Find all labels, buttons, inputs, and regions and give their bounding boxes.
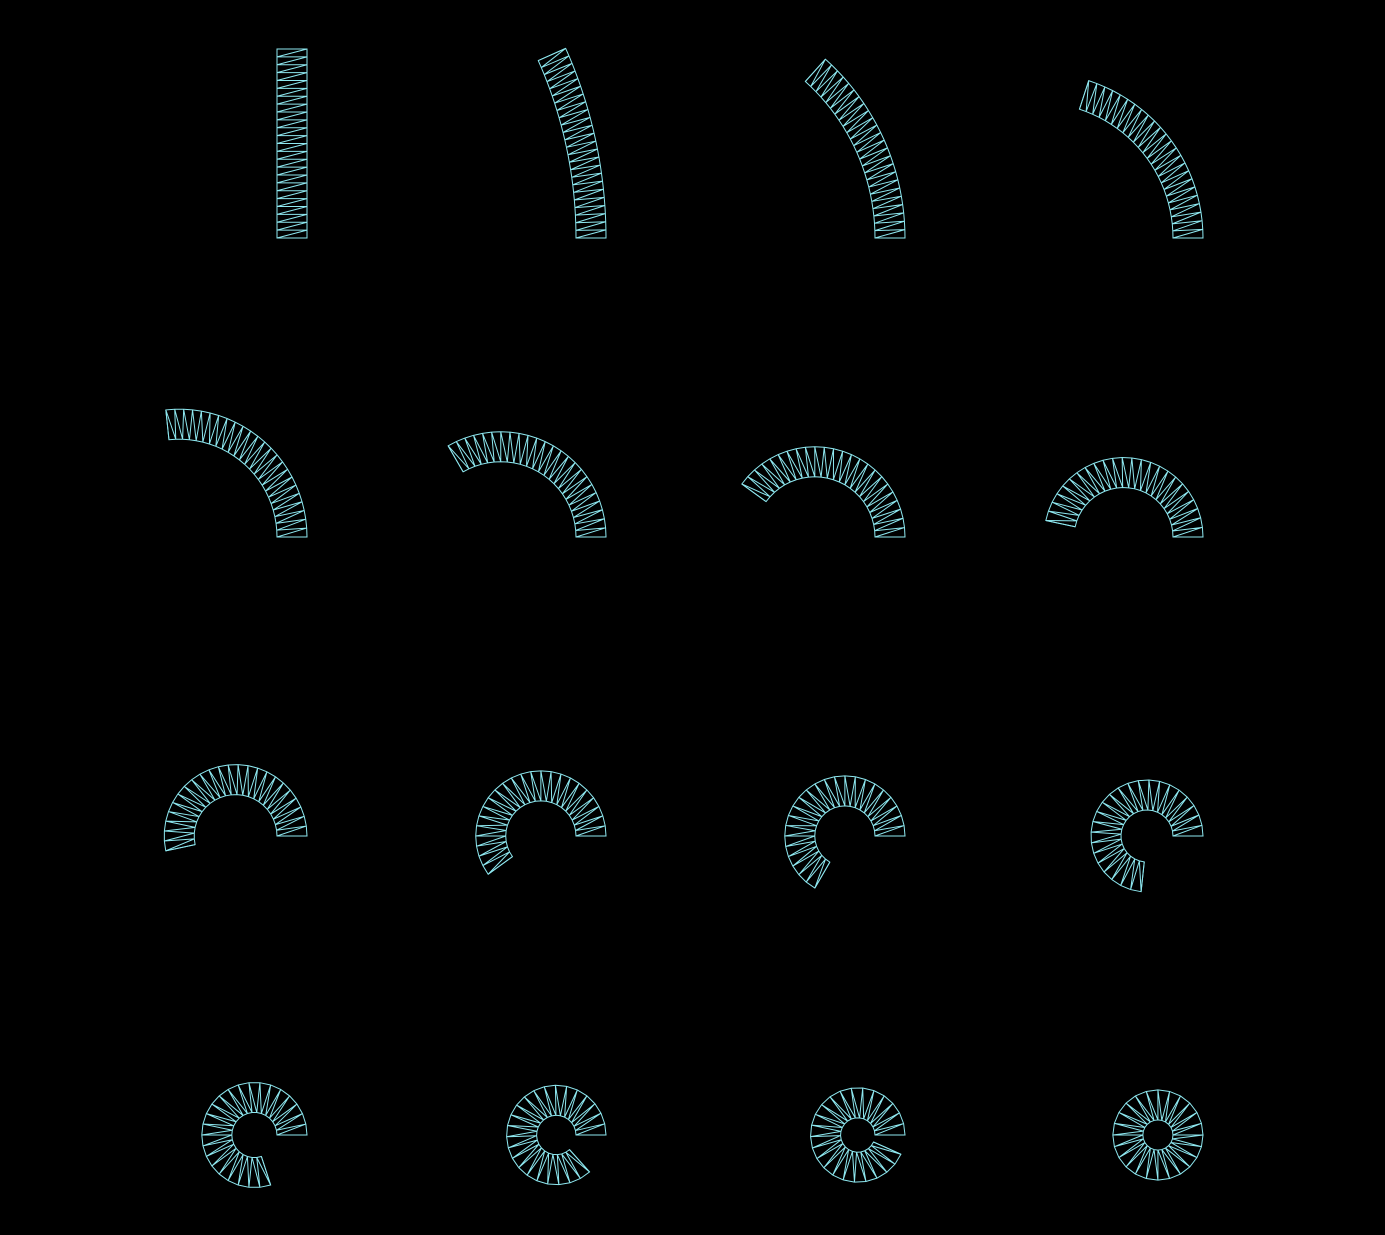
panels-layer (163, 47, 1204, 1188)
mesh-triangle-edges (741, 446, 905, 538)
mesh-panel-5 (165, 408, 308, 538)
mesh-panel-15 (810, 1087, 906, 1183)
mesh-panel-1 (276, 48, 308, 239)
mesh-triangle-edges (804, 58, 905, 239)
mesh-triangle-edges (506, 1085, 606, 1185)
mesh-panel-8 (1045, 457, 1204, 538)
mesh-panel-9 (163, 764, 308, 852)
mesh-panel-13 (201, 1082, 308, 1188)
mesh-panel-2 (537, 47, 607, 239)
mesh-triangle-edges (784, 775, 905, 889)
mesh-panel-10 (475, 770, 607, 876)
mesh-triangle-edges (447, 431, 606, 538)
mesh-triangle-edges (1078, 80, 1203, 239)
mesh-panel-14 (506, 1084, 607, 1186)
mesh-triangle-edges (164, 764, 307, 852)
mesh-triangle-edges (276, 48, 308, 239)
mesh-panel-4 (1078, 80, 1204, 239)
mesh-triangle-edges (475, 770, 606, 875)
mesh-triangle-edges (1112, 1089, 1204, 1181)
mesh-panel-11 (784, 775, 906, 889)
mesh-triangle-edges (1091, 779, 1203, 892)
mesh-triangle-edges (538, 47, 607, 239)
mesh-triangle-edges (810, 1087, 905, 1183)
mesh-panel-16 (1112, 1089, 1204, 1181)
mesh-triangle-edges (201, 1082, 307, 1188)
mesh-panel-12 (1090, 779, 1204, 893)
mesh-panel-3 (804, 58, 906, 239)
mesh-triangle-edges (165, 409, 307, 538)
mesh-panel-7 (741, 446, 906, 538)
mesh-panel-6 (447, 431, 607, 538)
mesh-triangle-edges (1045, 457, 1203, 538)
